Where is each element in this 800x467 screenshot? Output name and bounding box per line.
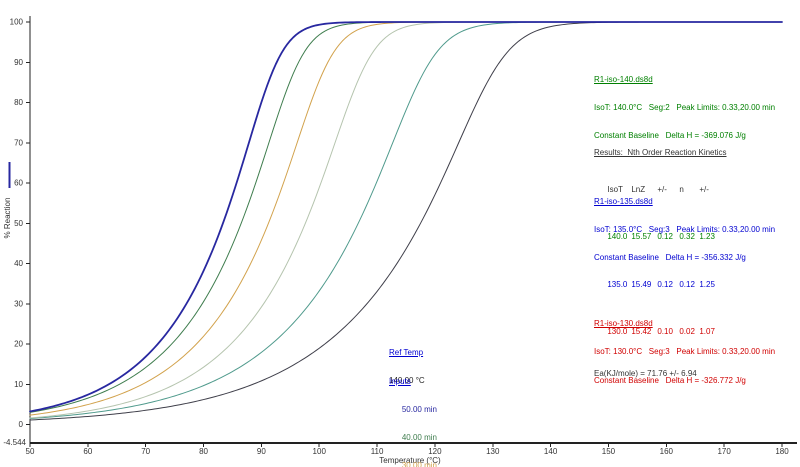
results-cell: 15.57 <box>631 232 652 242</box>
inputs-label: Inputs <box>389 376 411 386</box>
y-tick-label: 70 <box>14 138 23 147</box>
legend-block-135: R1-iso-135.ds8d IsoT: 135.0°C Seg:3 Peak… <box>594 178 775 281</box>
results-cell: 0.10 <box>657 326 673 336</box>
y-tick-label: 0 <box>19 420 24 429</box>
results-header-cell: LnZ <box>631 185 646 195</box>
y-tick-label: 100 <box>10 18 24 27</box>
y-tick-label: 40 <box>14 259 23 268</box>
x-tick-label: 90 <box>257 447 266 456</box>
results-cell: 15.49 <box>631 279 652 289</box>
results-header-cell: IsoT <box>607 185 623 195</box>
y-axis-curve-color-marker <box>8 162 11 188</box>
results-cell: 15.42 <box>631 326 652 336</box>
results-cell: 135.0 <box>607 279 628 289</box>
results-panel: Results: Nth Order Reaction Kinetics Iso… <box>594 129 727 397</box>
x-tick-label: 130 <box>486 447 500 456</box>
x-tick-label: 120 <box>428 447 442 456</box>
x-axis-title: Temperature (°C) <box>379 456 441 465</box>
activation-energy-value: Ea(KJ/mole) = 71.76 +/- 6.94 <box>594 369 697 379</box>
x-tick-label: 100 <box>313 447 327 456</box>
results-cell: 1.07 <box>699 326 715 336</box>
x-tick-label: 180 <box>775 447 789 456</box>
ref-temp-label: Ref Temp <box>389 347 424 357</box>
results-cell: 0.12 <box>679 279 695 289</box>
y-axis-title: % Reaction <box>3 198 12 239</box>
x-tick-label: 60 <box>83 447 92 456</box>
x-tick-label: 150 <box>602 447 616 456</box>
y-tick-label: 20 <box>14 340 23 349</box>
legend-file-title: R1-iso-140.ds8d <box>594 74 653 84</box>
results-cell: 140.0 <box>607 232 628 242</box>
input-item-50min: 50.00 min <box>401 405 437 415</box>
results-row-130: 130.0 15.42 0.10 0.02 1.07 <box>594 317 727 345</box>
y-tick-label: 30 <box>14 299 23 308</box>
y-tick-label: 10 <box>14 380 23 389</box>
input-item-40min: 40.00 min <box>401 433 437 443</box>
results-cell: 0.02 <box>679 326 695 336</box>
results-cell: 0.32 <box>679 232 695 242</box>
legend-file-title: R1-iso-130.ds8d <box>594 319 653 329</box>
curve-5000min <box>29 21 783 413</box>
x-tick-label: 170 <box>717 447 731 456</box>
inputs-panel: Inputs 50.00 min 40.00 min 30.00 min 20.… <box>389 358 437 467</box>
file-legend: R1-iso-140.ds8d IsoT: 140.0°C Seg:2 Peak… <box>594 37 775 423</box>
legend-isot-line: IsoT: 130.0°C Seg:3 Peak Limits: 0.33,20… <box>594 347 776 357</box>
ref-temp-value: 140.00 °C <box>389 376 425 386</box>
x-tick-label: 50 <box>26 447 35 456</box>
legend-baseline-line: Constant Baseline Delta H = -326.772 J/g <box>594 375 746 385</box>
y-tick-label: 80 <box>14 98 23 107</box>
results-row-135: 135.0 15.49 0.12 0.12 1.25 <box>594 270 727 298</box>
legend-baseline-line: Constant Baseline Delta H = -369.076 J/g <box>594 131 746 141</box>
x-tick-label: 140 <box>544 447 558 456</box>
results-header-cell: +/- <box>699 185 709 195</box>
legend-baseline-line: Constant Baseline Delta H = -356.332 J/g <box>594 253 746 263</box>
curves <box>29 21 783 421</box>
legend-block-140: R1-iso-140.ds8d IsoT: 140.0°C Seg:2 Peak… <box>594 56 775 159</box>
x-tick-label: 80 <box>199 447 208 456</box>
legend-file-title: R1-iso-135.ds8d <box>594 196 653 206</box>
results-cell: 130.0 <box>607 326 628 336</box>
axes: 50 60 70 80 90 100 110 120 130 140 150 160 170 180 0 10… <box>3 16 797 456</box>
x-tick-label: 160 <box>660 447 674 456</box>
results-cell: 0.12 <box>657 279 673 289</box>
x-tick-label: 70 <box>141 447 150 456</box>
results-header: IsoT LnZ +/- n +/- <box>594 176 727 204</box>
y-tick-label: 50 <box>14 219 23 228</box>
y-tick-label: 90 <box>14 58 23 67</box>
ref-temp-panel: Ref Temp 140.00 °C <box>389 329 425 404</box>
results-cell: 0.12 <box>657 232 673 242</box>
input-item-30min: 30.00 min <box>401 461 437 467</box>
results-row-140: 140.0 15.57 0.12 0.32 1.23 <box>594 223 727 251</box>
legend-isot-line: IsoT: 135.0°C Seg:3 Peak Limits: 0.33,20… <box>594 225 776 235</box>
results-cell: 1.23 <box>699 232 715 242</box>
y-tick-label: 60 <box>14 179 23 188</box>
results-header-cell: n <box>679 185 684 195</box>
legend-block-130: R1-iso-130.ds8d IsoT: 130.0°C Seg:3 Peak… <box>594 300 775 403</box>
results-title: Results: Nth Order Reaction Kinetics <box>594 147 727 157</box>
x-tick-label: 110 <box>371 447 384 456</box>
y-min-label: -4.544 <box>3 438 26 447</box>
results-cell: 1.25 <box>699 279 715 289</box>
legend-isot-line: IsoT: 140.0°C Seg:2 Peak Limits: 0.33,20… <box>594 102 776 112</box>
results-header-cell: +/- <box>657 185 667 195</box>
